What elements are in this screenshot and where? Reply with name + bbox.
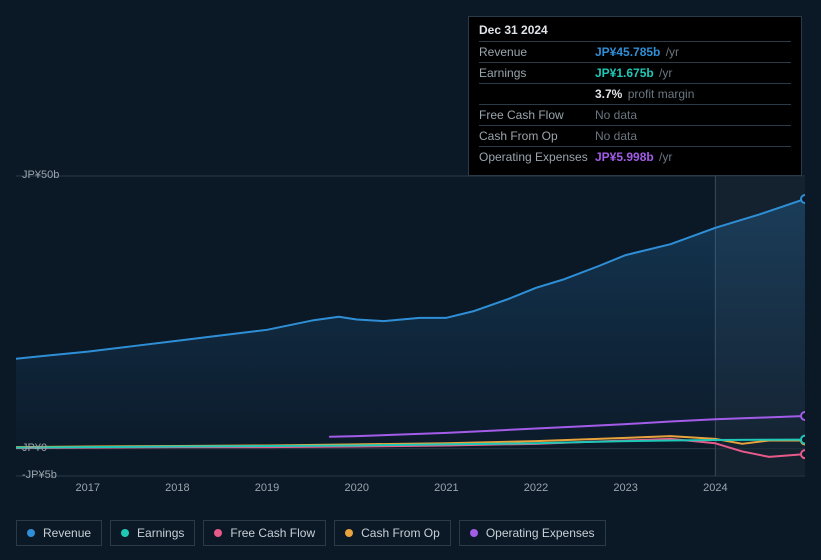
tooltip-row: RevenueJP¥45.785b /yr bbox=[479, 41, 791, 62]
x-axis-label: 2018 bbox=[165, 482, 189, 494]
legend-label: Earnings bbox=[137, 526, 184, 540]
legend-dot-icon bbox=[470, 529, 478, 537]
x-axis-label: 2020 bbox=[344, 482, 368, 494]
tooltip-label: Cash From Op bbox=[479, 129, 595, 143]
x-axis-label: 2021 bbox=[434, 482, 458, 494]
legend-label: Cash From Op bbox=[361, 526, 440, 540]
tooltip-row: 3.7% profit margin bbox=[479, 83, 791, 104]
data-tooltip: Dec 31 2024 RevenueJP¥45.785b /yrEarning… bbox=[468, 16, 802, 176]
tooltip-label: Free Cash Flow bbox=[479, 108, 595, 122]
line-chart[interactable] bbox=[16, 160, 805, 490]
tooltip-value: JP¥45.785b /yr bbox=[595, 45, 679, 59]
y-axis-label: JP¥50b bbox=[22, 169, 59, 181]
tooltip-label: Revenue bbox=[479, 45, 595, 59]
tooltip-row: EarningsJP¥1.675b /yr bbox=[479, 62, 791, 83]
tooltip-value: 3.7% profit margin bbox=[595, 87, 694, 101]
x-axis-label: 2024 bbox=[703, 482, 727, 494]
tooltip-row: Free Cash FlowNo data bbox=[479, 104, 791, 125]
legend-label: Operating Expenses bbox=[486, 526, 595, 540]
legend-item[interactable]: Free Cash Flow bbox=[203, 520, 326, 546]
x-axis-label: 2019 bbox=[255, 482, 279, 494]
legend-item[interactable]: Revenue bbox=[16, 520, 102, 546]
legend-dot-icon bbox=[345, 529, 353, 537]
y-axis-label: -JP¥5b bbox=[22, 469, 57, 481]
tooltip-date: Dec 31 2024 bbox=[479, 23, 791, 41]
tooltip-label bbox=[479, 87, 595, 101]
tooltip-value: No data bbox=[595, 129, 637, 143]
legend-label: Revenue bbox=[43, 526, 91, 540]
legend-item[interactable]: Cash From Op bbox=[334, 520, 451, 546]
y-axis-label: JP¥0 bbox=[22, 442, 47, 454]
tooltip-row: Cash From OpNo data bbox=[479, 125, 791, 146]
legend-dot-icon bbox=[27, 529, 35, 537]
legend-dot-icon bbox=[214, 529, 222, 537]
tooltip-value: JP¥1.675b /yr bbox=[595, 66, 672, 80]
chart-container: Dec 31 2024 RevenueJP¥45.785b /yrEarning… bbox=[0, 0, 821, 560]
legend-item[interactable]: Earnings bbox=[110, 520, 195, 546]
chart-legend: Revenue Earnings Free Cash Flow Cash From O… bbox=[16, 520, 606, 546]
tooltip-label: Earnings bbox=[479, 66, 595, 80]
x-axis-label: 2022 bbox=[524, 482, 548, 494]
legend-item[interactable]: Operating Expenses bbox=[459, 520, 606, 546]
x-axis-label: 2017 bbox=[75, 482, 99, 494]
legend-label: Free Cash Flow bbox=[230, 526, 315, 540]
legend-dot-icon bbox=[121, 529, 129, 537]
x-axis-label: 2023 bbox=[613, 482, 637, 494]
tooltip-value: No data bbox=[595, 108, 637, 122]
